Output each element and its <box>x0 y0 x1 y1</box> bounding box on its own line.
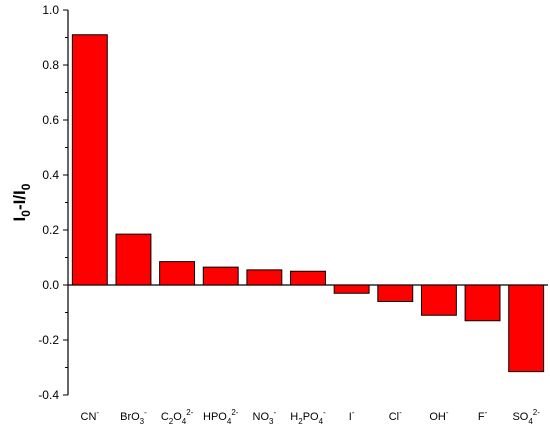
x-tick-label: Cl- <box>389 408 402 423</box>
x-axis-labels: CN- BrO3- C2O42- HPO42- NO3- H2PO4- I- Cl- OH- F-… <box>81 408 541 426</box>
bar <box>333 284 370 294</box>
y-tick-label: 0.6 <box>42 113 59 127</box>
x-tick-label: SO42- <box>512 408 540 426</box>
y-tick-label: 0.0 <box>42 278 59 292</box>
y-axis-label: I0-I/I0 <box>10 183 33 221</box>
x-tick-label: BrO3- <box>120 408 147 426</box>
bar <box>508 284 545 373</box>
chart-axes <box>67 10 548 395</box>
y-tick-label: 0.2 <box>42 223 59 237</box>
x-tick-label: H2PO4- <box>290 408 326 426</box>
bar <box>115 233 152 286</box>
bar <box>377 284 414 302</box>
x-tick-label: HPO42- <box>203 408 239 426</box>
x-tick-label: F- <box>478 408 488 423</box>
y-tick-label: -0.4 <box>38 388 59 402</box>
y-tick-label: -0.2 <box>38 333 59 347</box>
bar <box>420 284 457 316</box>
chart-bars <box>71 34 545 373</box>
y-tick-label: 1.0 <box>42 3 59 17</box>
x-tick-label: NO3- <box>253 408 277 426</box>
bar <box>464 284 501 322</box>
bar <box>202 266 239 286</box>
bar <box>159 261 196 286</box>
y-tick-label: 0.4 <box>42 168 59 182</box>
y-axis-ticks: -0.4 -0.2 0.0 0.2 0.4 0.6 0.8 1.0 <box>38 3 68 402</box>
bar <box>290 270 326 286</box>
x-tick-label: C2O42- <box>161 408 194 426</box>
bar <box>246 269 283 286</box>
x-tick-label: I- <box>349 408 355 423</box>
bar <box>71 34 108 286</box>
x-tick-label: CN- <box>81 408 100 423</box>
x-tick-label: OH- <box>429 408 449 423</box>
y-tick-label: 0.8 <box>42 58 59 72</box>
